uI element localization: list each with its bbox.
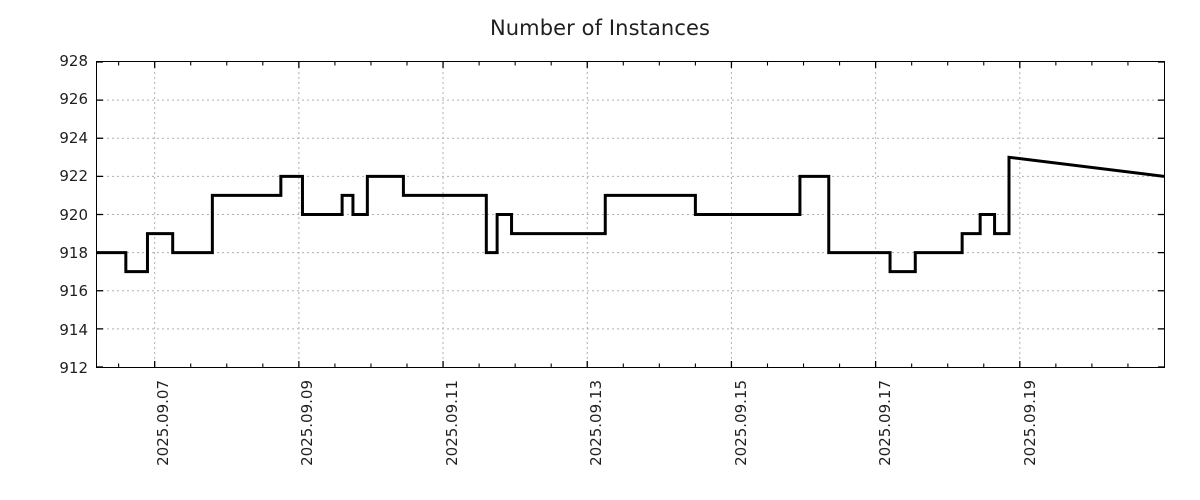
y-tick-label: 920 (59, 205, 88, 224)
plot-canvas (97, 62, 1164, 367)
x-tick-label: 2025.09.19 (1020, 380, 1039, 466)
y-tick-label: 922 (59, 167, 88, 186)
y-tick-label: 926 (59, 90, 88, 109)
x-tick-label: 2025.09.13 (587, 380, 606, 466)
plot-area (96, 61, 1165, 368)
y-tick-label: 912 (59, 359, 88, 377)
y-tick-label: 928 (59, 52, 88, 70)
x-tick-label: 2025.09.17 (876, 380, 895, 466)
y-tick-label: 914 (59, 320, 88, 339)
data-series-line (97, 157, 1164, 271)
axis-tick-marks (97, 62, 1164, 367)
x-tick-label: 2025.09.07 (153, 380, 172, 466)
y-tick-label: 916 (59, 282, 88, 301)
x-tick-label: 2025.09.09 (298, 380, 317, 466)
x-tick-label: 2025.09.11 (442, 380, 461, 466)
x-tick-label: 2025.09.15 (731, 380, 750, 466)
y-tick-label: 924 (59, 128, 88, 147)
y-tick-label: 918 (59, 243, 88, 262)
horizontal-gridlines (97, 100, 1164, 329)
vertical-gridlines (155, 62, 1020, 367)
page-title: Number of Instances (489, 16, 711, 40)
x-axis-tick-labels: 2025.09.07 2025.09.09 2025.09.11 2025.09.13… (96, 368, 1165, 498)
y-axis-tick-labels: 912 914 916 918 920 922 924 926 928 (0, 52, 88, 377)
